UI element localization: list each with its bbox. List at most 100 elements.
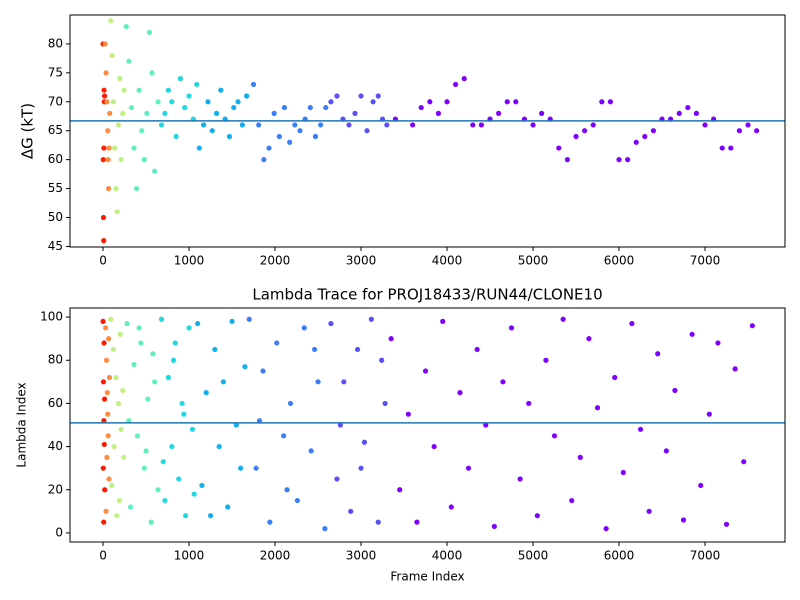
point xyxy=(732,366,738,372)
point xyxy=(101,418,107,424)
point xyxy=(569,497,575,504)
point xyxy=(620,469,626,476)
point xyxy=(328,99,334,105)
point xyxy=(182,104,188,111)
point xyxy=(207,513,214,519)
point xyxy=(612,374,618,381)
point xyxy=(117,76,123,82)
x-tick-label: 1000 xyxy=(174,549,205,563)
point xyxy=(594,405,601,411)
x-tick-label: 4000 xyxy=(432,549,463,563)
point xyxy=(706,411,712,417)
y-tick-label: 55 xyxy=(48,181,63,195)
point xyxy=(292,122,298,128)
point xyxy=(736,128,743,134)
point xyxy=(444,99,450,105)
point xyxy=(728,145,734,151)
point xyxy=(106,336,112,342)
point xyxy=(162,497,168,504)
point xyxy=(307,104,313,111)
point xyxy=(126,418,132,424)
point xyxy=(220,379,227,385)
point xyxy=(104,390,110,396)
point xyxy=(663,448,669,454)
point xyxy=(354,346,361,353)
point xyxy=(118,426,124,432)
point xyxy=(551,433,558,439)
point xyxy=(625,157,631,163)
point xyxy=(152,168,158,174)
point xyxy=(205,99,211,105)
point xyxy=(405,411,411,417)
x-tick-label: 3000 xyxy=(346,254,377,268)
point xyxy=(281,433,287,439)
point xyxy=(341,379,347,385)
point xyxy=(312,133,319,140)
point xyxy=(114,513,120,519)
point xyxy=(599,99,605,105)
point xyxy=(101,519,107,525)
point xyxy=(191,491,197,497)
point xyxy=(685,104,691,111)
point xyxy=(165,374,171,381)
x-tick-label: 4000 xyxy=(432,254,463,268)
point xyxy=(311,346,318,353)
y-tick-label: 100 xyxy=(40,310,63,324)
point xyxy=(284,487,290,493)
point xyxy=(256,418,263,424)
point xyxy=(176,476,182,482)
point xyxy=(274,340,280,346)
point xyxy=(100,157,106,163)
point xyxy=(177,76,184,82)
point xyxy=(431,443,437,450)
point xyxy=(106,374,113,381)
point xyxy=(113,185,119,192)
x-tick-label: 6000 xyxy=(604,254,635,268)
x-tick-label: 3000 xyxy=(346,549,377,563)
y-axis-label: Lambda Index xyxy=(15,382,29,467)
point xyxy=(105,157,111,163)
point xyxy=(607,99,614,105)
point xyxy=(261,157,267,163)
y-tick-label: 0 xyxy=(55,525,63,539)
point xyxy=(121,454,127,460)
point xyxy=(124,320,130,327)
point xyxy=(410,122,416,128)
point xyxy=(101,340,107,346)
point xyxy=(144,110,150,116)
y-tick-label: 40 xyxy=(48,439,63,453)
point xyxy=(116,497,122,504)
point xyxy=(181,411,187,417)
point xyxy=(368,316,374,322)
point xyxy=(233,422,239,428)
point xyxy=(266,145,272,151)
point xyxy=(106,145,112,151)
y-tick-label: 80 xyxy=(48,353,63,367)
point xyxy=(672,387,678,394)
point xyxy=(131,361,137,368)
point xyxy=(382,400,388,407)
point xyxy=(440,318,446,324)
point xyxy=(115,122,122,128)
x-tick-label: 6000 xyxy=(604,549,635,563)
point xyxy=(226,133,233,140)
point xyxy=(115,400,122,407)
x-tick-label: 7000 xyxy=(690,549,721,563)
point xyxy=(500,379,506,385)
point xyxy=(169,99,175,105)
point xyxy=(239,122,245,128)
point xyxy=(108,18,114,24)
point xyxy=(101,87,107,93)
point xyxy=(131,145,137,151)
point xyxy=(517,476,523,482)
point xyxy=(145,396,151,402)
point xyxy=(375,93,381,99)
point xyxy=(676,110,682,116)
point xyxy=(112,145,118,151)
point xyxy=(179,400,185,407)
point xyxy=(470,122,476,128)
point xyxy=(315,379,321,385)
point xyxy=(297,128,303,134)
point xyxy=(491,523,497,530)
point xyxy=(323,104,329,111)
